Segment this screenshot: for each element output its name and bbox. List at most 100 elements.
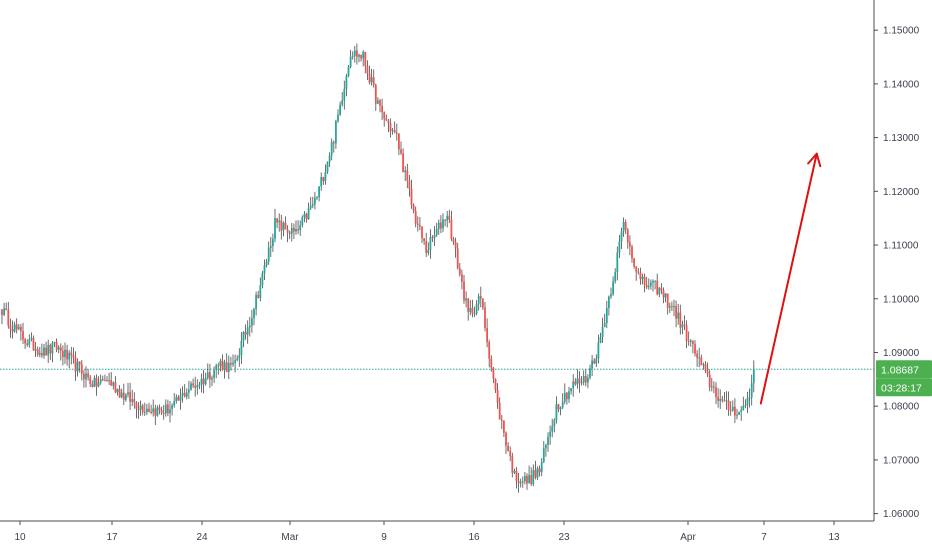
candle <box>538 465 541 477</box>
candle <box>647 278 650 290</box>
candle <box>244 324 247 340</box>
candle <box>330 138 333 161</box>
candle <box>253 307 255 326</box>
candle <box>616 246 619 281</box>
candle <box>169 400 171 423</box>
candle <box>179 388 182 410</box>
candle <box>122 383 125 406</box>
candle <box>635 266 638 281</box>
last-price-badge: 1.08687 <box>876 360 932 379</box>
candle <box>383 111 386 127</box>
candle <box>85 366 87 388</box>
time-tick-label: 17 <box>106 532 118 543</box>
candle <box>374 83 377 111</box>
candle <box>213 366 215 383</box>
candle <box>433 225 436 246</box>
candle <box>414 206 417 228</box>
candle <box>83 369 85 388</box>
candle <box>452 236 455 245</box>
candle <box>227 355 230 380</box>
candle <box>299 220 302 236</box>
candle <box>332 140 335 153</box>
candle <box>341 91 344 107</box>
time-tick-label: 10 <box>14 532 26 543</box>
candle <box>566 392 568 405</box>
candle <box>206 363 209 380</box>
candle <box>423 237 425 246</box>
candle <box>148 402 150 413</box>
candle <box>723 391 726 402</box>
candle <box>343 80 346 110</box>
candle <box>190 381 192 391</box>
candle <box>412 203 415 214</box>
candle <box>587 374 589 389</box>
candle <box>503 420 505 438</box>
candle <box>347 64 350 78</box>
candle <box>89 375 92 388</box>
candle <box>192 378 194 388</box>
candle <box>311 196 314 209</box>
candle <box>748 388 751 408</box>
candle <box>53 341 56 347</box>
candle <box>526 473 528 490</box>
candle <box>437 219 440 235</box>
time-tick-label: Mar <box>281 532 299 543</box>
countdown-label: 03:28:17 <box>881 382 922 394</box>
candle <box>99 374 102 385</box>
candle <box>307 202 310 220</box>
candle <box>255 291 257 316</box>
candle <box>45 341 47 356</box>
candle <box>3 302 5 317</box>
candle <box>389 118 392 138</box>
candle <box>492 366 495 384</box>
candle <box>320 172 323 191</box>
candle <box>381 98 383 121</box>
price-axis[interactable]: 1.15000 1.14000 1.13000 1.12000 1.11000 1.100… <box>873 0 920 521</box>
candle <box>687 331 690 346</box>
candle <box>154 404 157 425</box>
price-tick-label: 1.13000 <box>883 133 920 144</box>
candle <box>601 317 604 343</box>
candle <box>366 60 369 81</box>
candle <box>593 358 596 365</box>
candle <box>38 346 41 358</box>
candle <box>66 344 68 366</box>
time-axis[interactable]: 10 17 24 Mar 9 16 23 Apr 7 13 <box>0 520 874 543</box>
candle <box>505 431 507 455</box>
candle <box>603 313 606 328</box>
price-tick-label: 1.15000 <box>883 26 920 37</box>
candle <box>135 401 138 419</box>
candle <box>429 229 432 259</box>
countdown-badge: 03:28:17 <box>876 378 932 397</box>
candle <box>631 244 633 263</box>
candle <box>427 242 430 256</box>
candle <box>101 375 104 382</box>
candle <box>28 334 31 348</box>
candle <box>610 287 612 299</box>
candle <box>534 460 537 480</box>
candle <box>545 443 547 457</box>
candle <box>553 418 556 433</box>
candle <box>284 216 287 230</box>
candle <box>671 301 673 312</box>
candle <box>469 300 472 316</box>
candle <box>719 389 722 409</box>
candle <box>223 359 226 379</box>
candle <box>211 375 213 387</box>
price-tick-label: 1.07000 <box>883 455 920 466</box>
candle <box>194 376 197 397</box>
projection-arrow <box>759 152 822 405</box>
candle <box>112 381 115 390</box>
candle <box>524 471 526 485</box>
candle <box>20 324 22 341</box>
candle <box>74 351 77 381</box>
candle <box>595 354 598 368</box>
candle <box>238 348 241 367</box>
candle <box>574 378 577 386</box>
candle <box>620 227 623 250</box>
candle <box>236 355 239 362</box>
candle <box>97 376 100 388</box>
candle <box>202 369 205 394</box>
candle <box>267 241 270 265</box>
